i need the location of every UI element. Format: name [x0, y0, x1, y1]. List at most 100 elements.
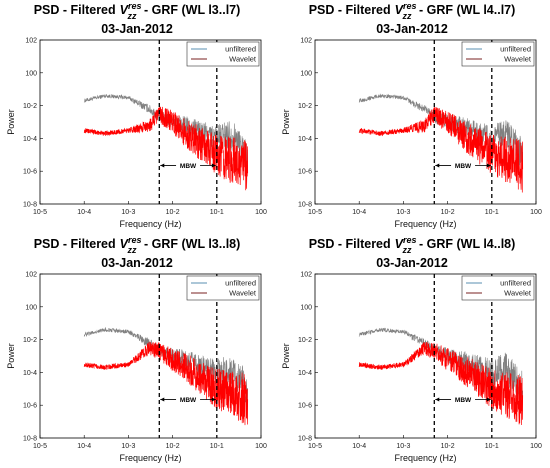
x-tick-label: 10-1 [210, 443, 224, 450]
y-tick-label: 10-2 [298, 337, 312, 344]
legend-label-unfiltered: unfiltered [500, 279, 531, 288]
title-var: V [395, 237, 405, 251]
mbw-arrowhead-right [486, 163, 491, 168]
mbw-label: MBW [180, 397, 197, 404]
x-tick-label: 100 [255, 443, 267, 450]
mbw-arrowhead-left [160, 397, 165, 402]
title-prefix: PSD - Filtered [34, 237, 116, 251]
title-suffix: - GRF (WL l4..l7) [416, 3, 516, 17]
mbw-label: MBW [180, 163, 197, 170]
chart-title: PSD - Filtered Vres zz - GRF (WL l4..l7) [309, 1, 516, 21]
y-tick-label: 10-6 [298, 169, 312, 176]
x-tick-label: 10-3 [121, 443, 135, 450]
mbw-label: MBW [455, 397, 472, 404]
x-tick-label: 10-2 [166, 443, 180, 450]
x-tick-label: 10-5 [33, 443, 47, 450]
mbw-arrowhead-right [211, 163, 216, 168]
x-tick-label: 10-1 [485, 209, 499, 216]
plot-area [39, 273, 262, 439]
legend-label-wavelet: Wavelet [504, 55, 532, 64]
x-axis-label: Frequency (Hz) [394, 453, 456, 463]
chart-date: 03-Jan-2012 [376, 256, 448, 270]
title-var: V [120, 3, 130, 17]
x-tick-label: 10-1 [485, 443, 499, 450]
chart-svg: PSD - Filtered Vres zz - GRF (WL l4..l8) 03… [281, 235, 542, 463]
x-tick-label: 10-5 [308, 443, 322, 450]
y-tick-label: 10-4 [298, 370, 312, 377]
mbw-arrowhead-left [160, 163, 165, 168]
y-axis-label: Power [6, 109, 16, 135]
y-axis-label: Power [6, 343, 16, 369]
y-tick-label: 10-2 [23, 337, 37, 344]
title-prefix: PSD - Filtered [34, 3, 116, 17]
chart-panel-wl-l4-l8: PSD - Filtered Vres zz - GRF (WL l4..l8) 03… [275, 234, 550, 468]
series-line-wavelet [83, 106, 249, 191]
chart-svg: PSD - Filtered Vres zz - GRF (WL l4..l7) 03… [281, 1, 542, 229]
title-suffix: - GRF (WL l3..l7) [141, 3, 241, 17]
y-axis-label: Power [281, 343, 291, 369]
mbw-arrowhead-right [211, 397, 216, 402]
series-line-wavelet [83, 341, 249, 426]
y-tick-label: 102 [25, 272, 37, 279]
title-sup: res [128, 235, 142, 245]
mbw-arrowhead-left [435, 163, 440, 168]
title-sub: zz [127, 245, 138, 255]
legend-label-wavelet: Wavelet [229, 289, 257, 298]
x-tick-label: 10-5 [308, 209, 322, 216]
x-tick-label: 10-3 [121, 209, 135, 216]
title-var: V [120, 237, 130, 251]
x-tick-label: 10-2 [166, 209, 180, 216]
x-tick-label: 10-4 [352, 209, 366, 216]
chart-panel-wl-l4-l7: PSD - Filtered Vres zz - GRF (WL l4..l7) 03… [275, 0, 550, 234]
y-tick-label: 10-6 [23, 403, 37, 410]
x-tick-label: 10-3 [396, 209, 410, 216]
x-axis-label: Frequency (Hz) [119, 219, 181, 229]
legend-box [461, 275, 535, 301]
mbw-label: MBW [455, 163, 472, 170]
series-group [83, 94, 249, 191]
x-tick-label: 10-5 [33, 209, 47, 216]
y-tick-label: 100 [25, 70, 37, 77]
y-tick-label: 10-6 [23, 169, 37, 176]
y-tick-label: 102 [25, 38, 37, 45]
x-tick-label: 10-1 [210, 209, 224, 216]
y-tick-label: 102 [300, 38, 312, 45]
mbw-arrowhead-left [435, 397, 440, 402]
y-tick-label: 10-4 [23, 370, 37, 377]
x-tick-label: 10-4 [77, 209, 91, 216]
chart-panel-wl-l3-l7: PSD - Filtered Vres zz - GRF (WL l3..l7) 03… [0, 0, 275, 234]
y-tick-label: 10-6 [298, 403, 312, 410]
legend-box [461, 41, 535, 67]
y-tick-label: 100 [300, 70, 312, 77]
legend-label-unfiltered: unfiltered [500, 45, 531, 54]
x-tick-label: 10-4 [77, 443, 91, 450]
title-suffix: - GRF (WL l3..l8) [141, 237, 241, 251]
title-prefix: PSD - Filtered [309, 3, 391, 17]
chart-date: 03-Jan-2012 [101, 256, 173, 270]
chart-svg: PSD - Filtered Vres zz - GRF (WL l3..l8) 03… [6, 235, 267, 463]
y-tick-label: 10-8 [23, 436, 37, 443]
legend-label-unfiltered: unfiltered [225, 279, 256, 288]
chart-title: PSD - Filtered Vres zz - GRF (WL l3..l8) [34, 235, 241, 255]
title-var: V [395, 3, 405, 17]
legend-label-wavelet: Wavelet [229, 55, 257, 64]
y-tick-label: 100 [25, 304, 37, 311]
y-tick-label: 10-2 [23, 103, 37, 110]
series-group [358, 327, 524, 426]
y-tick-label: 102 [300, 272, 312, 279]
legend-box [186, 41, 260, 67]
y-tick-label: 10-4 [23, 136, 37, 143]
title-sub: zz [402, 11, 413, 21]
series-group [358, 93, 524, 193]
x-tick-label: 100 [530, 209, 542, 216]
x-axis-label: Frequency (Hz) [394, 219, 456, 229]
x-tick-label: 10-2 [441, 209, 455, 216]
series-group [83, 326, 249, 426]
x-tick-label: 10-3 [396, 443, 410, 450]
x-axis-label: Frequency (Hz) [119, 453, 181, 463]
y-tick-label: 10-2 [298, 103, 312, 110]
chart-title: PSD - Filtered Vres zz - GRF (WL l3..l7) [34, 1, 241, 21]
title-sub: zz [127, 11, 138, 21]
chart-title: PSD - Filtered Vres zz - GRF (WL l4..l8) [309, 235, 516, 255]
x-tick-label: 10-2 [441, 443, 455, 450]
